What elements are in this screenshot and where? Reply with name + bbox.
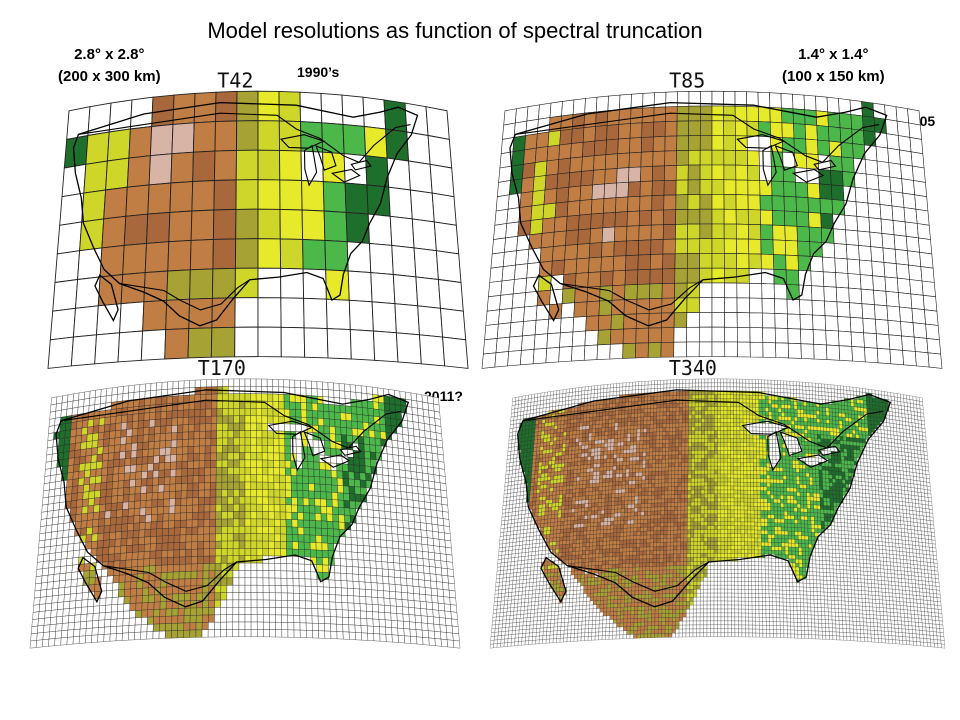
great-lake bbox=[280, 134, 325, 149]
grid-cells bbox=[29, 378, 461, 649]
great-lake bbox=[292, 430, 306, 472]
great-lake bbox=[779, 431, 803, 457]
great-lake bbox=[330, 168, 361, 183]
great-lake bbox=[791, 168, 825, 183]
great-lake bbox=[303, 431, 326, 457]
national-border bbox=[61, 399, 402, 449]
map-panel-t85: T85 bbox=[481, 69, 943, 369]
coastline bbox=[72, 101, 419, 327]
great-lake bbox=[817, 445, 841, 456]
grid-cells bbox=[489, 378, 946, 649]
great-lake bbox=[267, 420, 314, 435]
national-border bbox=[560, 279, 704, 311]
truncation-label: T85 bbox=[669, 69, 705, 93]
great-lake bbox=[339, 445, 362, 456]
coastline bbox=[55, 389, 410, 608]
national-border bbox=[567, 561, 709, 592]
map-panel-t42: T42 bbox=[47, 69, 469, 369]
national-border bbox=[522, 399, 883, 449]
resolution-label-fine: 1.4° x 1.4° (100 x 150 km) bbox=[782, 44, 885, 88]
national-border bbox=[78, 112, 411, 163]
truncation-label: T340 bbox=[669, 356, 717, 380]
coastline bbox=[509, 101, 888, 327]
coastline bbox=[517, 389, 892, 608]
resolution-km: (200 x 300 km) bbox=[58, 67, 161, 85]
era-label-1990s: 1990’s bbox=[297, 64, 340, 80]
truncation-label: T170 bbox=[198, 356, 246, 380]
national-border bbox=[515, 112, 880, 163]
truncation-label: T42 bbox=[217, 69, 253, 93]
great-lake bbox=[767, 430, 782, 472]
great-lake bbox=[350, 159, 372, 171]
great-lake bbox=[774, 144, 798, 171]
great-lake bbox=[796, 454, 829, 468]
grid-cells bbox=[47, 90, 469, 369]
great-lake bbox=[303, 144, 318, 187]
great-lake bbox=[741, 420, 791, 435]
map-panel-t340: T340 bbox=[489, 356, 946, 649]
great-lake bbox=[762, 144, 777, 187]
great-lake bbox=[813, 159, 837, 171]
slide-title: Model resolutions as function of spectra… bbox=[207, 18, 703, 43]
grid-cells bbox=[481, 90, 943, 369]
national-border bbox=[119, 279, 251, 311]
great-lake bbox=[319, 454, 351, 468]
resolution-label-coarse: 2.8° x 2.8° (200 x 300 km) bbox=[58, 44, 161, 88]
map-panel-t170: T170 bbox=[29, 356, 461, 649]
national-border bbox=[103, 561, 237, 592]
resolution-degrees: 2.8° x 2.8° bbox=[74, 46, 145, 63]
great-lake bbox=[315, 144, 337, 171]
great-lake bbox=[736, 134, 786, 149]
resolution-km: (100 x 150 km) bbox=[782, 67, 885, 85]
resolution-degrees: 1.4° x 1.4° bbox=[798, 46, 869, 63]
